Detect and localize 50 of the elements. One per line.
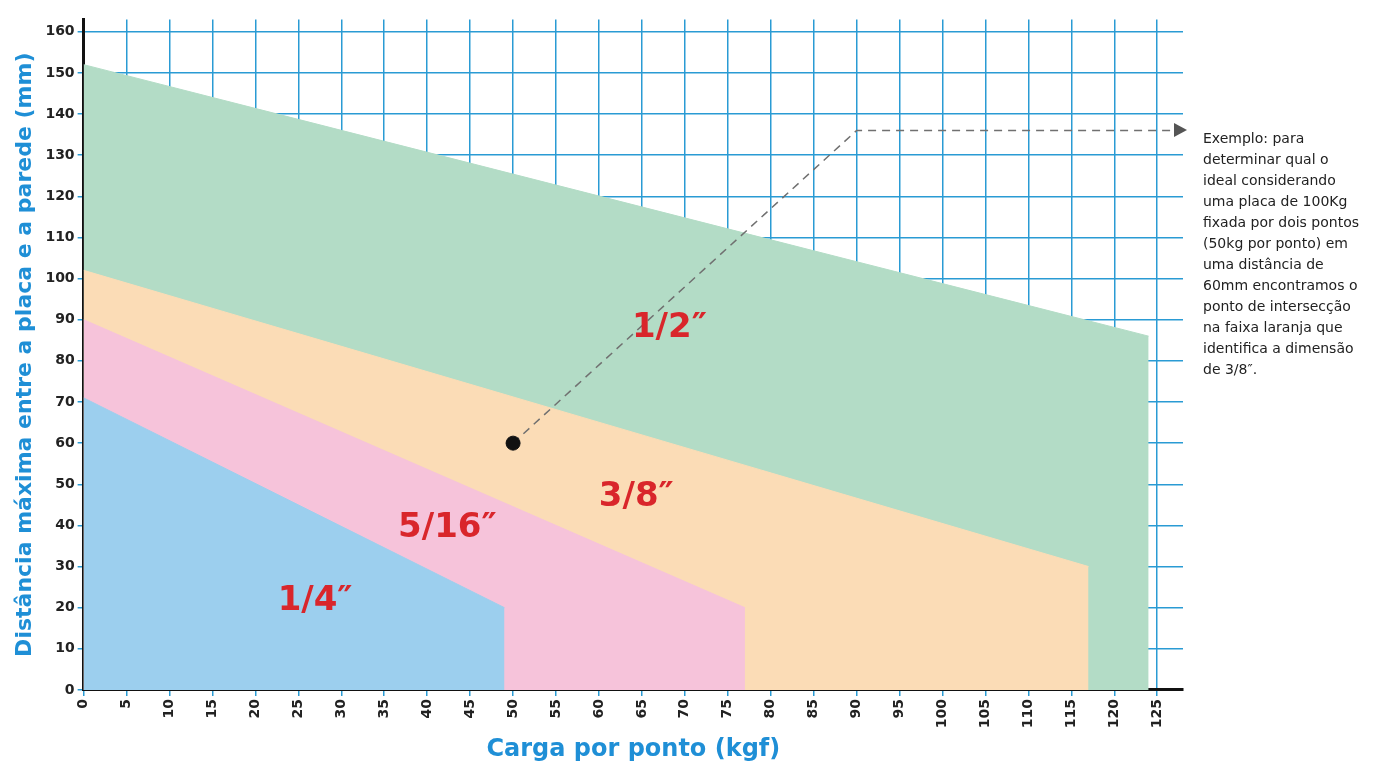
x-tick-label: 105 [976, 698, 993, 729]
y-tick-label: 130 [45, 145, 75, 162]
y-tick-label: 70 [55, 392, 75, 409]
y-tick-label: 10 [55, 639, 75, 656]
x-tick-label: 45 [460, 698, 477, 719]
x-tick-label: 5 [117, 698, 134, 709]
x-tick-label: 40 [417, 698, 434, 719]
series-label: 1/4″ [277, 578, 353, 619]
x-tick-label: 100 [933, 698, 950, 729]
y-tick-label: 100 [45, 269, 75, 286]
x-tick-label: 125 [1147, 698, 1164, 729]
x-tick-label: 55 [546, 698, 563, 719]
y-tick-label: 30 [55, 557, 75, 574]
x-tick-label: 35 [374, 698, 391, 719]
x-tick-label: 70 [675, 698, 692, 719]
y-tick-label: 90 [55, 310, 75, 327]
y-tick-label: 50 [55, 474, 75, 491]
x-tick-label: 65 [632, 698, 649, 719]
x-tick-label: 75 [718, 698, 735, 719]
x-tick-label: 25 [288, 698, 305, 719]
series-label: 5/16″ [398, 505, 497, 546]
text: Exemplo: para determinar qual o ideal considerando uma placa de 100Kg fixada por dois pontos (50kg por ponto) em uma distância de 60mm encontramos o ponto de intersecção na faixa laranja que identifica a dimensão de 3/8″. [1203, 130, 1360, 377]
x-tick-label: 10 [160, 698, 177, 719]
y-tick-label: 20 [55, 598, 75, 615]
x-tick-label: 80 [761, 698, 778, 719]
y-axis-title: Distância máxima entre a placa e a parede (mm) [10, 52, 36, 657]
x-axis-title: Carga por ponto (kgf) [486, 733, 781, 762]
x-tick-label: 20 [246, 698, 263, 719]
x-tick-label: 50 [503, 698, 520, 719]
y-tick-label: 60 [55, 433, 75, 450]
y-tick-label: 160 [45, 22, 75, 39]
y-tick-label: 40 [55, 516, 75, 533]
x-tick-label: 95 [890, 698, 907, 719]
x-tick-label: 85 [804, 698, 821, 719]
y-tick-label: 120 [45, 186, 75, 203]
x-tick-label: 0 [74, 698, 91, 709]
x-tick-label: 115 [1061, 698, 1078, 729]
x-tick-label: 30 [331, 698, 348, 719]
y-tick-label: 80 [55, 351, 75, 368]
y-tick-label: 110 [45, 228, 75, 245]
y-tick-label: 140 [45, 104, 75, 121]
series-label: 1/2″ [631, 305, 707, 346]
x-tick-label: 90 [847, 698, 864, 719]
x-tick-label: 120 [1104, 698, 1121, 729]
series-label: 3/8″ [598, 473, 674, 514]
x-tick-label: 60 [589, 698, 606, 719]
x-tick-label: 15 [203, 698, 220, 719]
y-tick-label: 0 [64, 680, 75, 697]
x-tick-label: 110 [1019, 698, 1036, 729]
y-tick-label: 150 [45, 63, 75, 80]
